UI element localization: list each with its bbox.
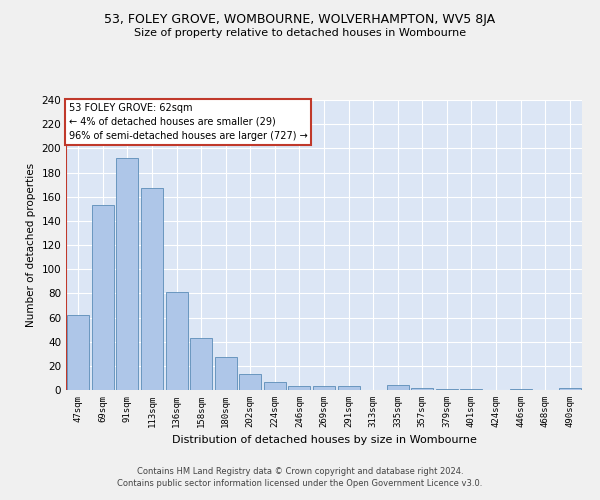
Text: 53, FOLEY GROVE, WOMBOURNE, WOLVERHAMPTON, WV5 8JA: 53, FOLEY GROVE, WOMBOURNE, WOLVERHAMPTO…: [104, 12, 496, 26]
Bar: [313, 386, 335, 390]
Text: Size of property relative to detached houses in Wombourne: Size of property relative to detached ho…: [134, 28, 466, 38]
Bar: [338, 386, 359, 390]
Bar: [92, 205, 114, 390]
Text: Contains HM Land Registry data © Crown copyright and database right 2024.
Contai: Contains HM Land Registry data © Crown c…: [118, 466, 482, 487]
Bar: [289, 386, 310, 390]
Text: 53 FOLEY GROVE: 62sqm
← 4% of detached houses are smaller (29)
96% of semi-detac: 53 FOLEY GROVE: 62sqm ← 4% of detached h…: [68, 103, 307, 141]
Y-axis label: Number of detached properties: Number of detached properties: [26, 163, 36, 327]
Bar: [239, 374, 262, 390]
Bar: [559, 388, 581, 390]
Bar: [190, 338, 212, 390]
Bar: [141, 188, 163, 390]
Bar: [67, 315, 89, 390]
Bar: [509, 389, 532, 390]
Bar: [411, 388, 433, 390]
Bar: [166, 292, 188, 390]
Bar: [386, 385, 409, 390]
Bar: [116, 158, 139, 390]
Bar: [264, 382, 286, 390]
Bar: [460, 389, 482, 390]
Bar: [436, 389, 458, 390]
Bar: [215, 358, 237, 390]
X-axis label: Distribution of detached houses by size in Wombourne: Distribution of detached houses by size …: [172, 436, 476, 446]
